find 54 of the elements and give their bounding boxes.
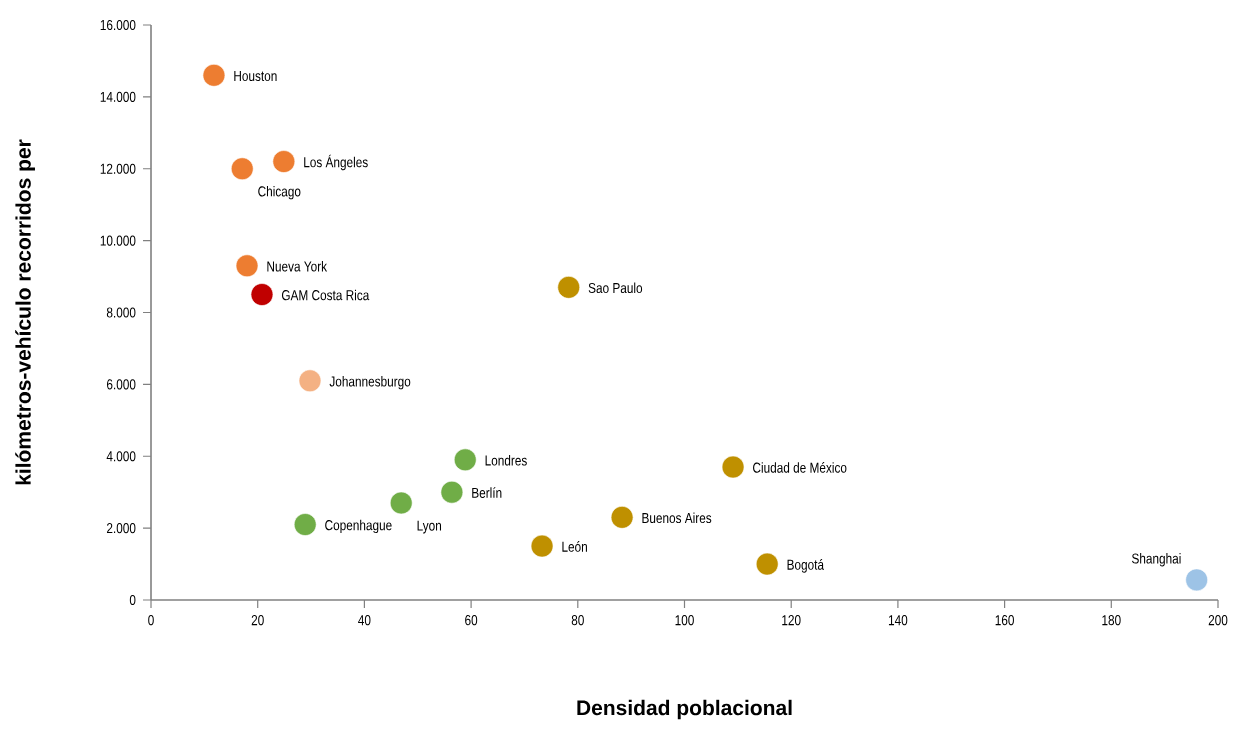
point xyxy=(557,276,581,299)
point xyxy=(453,448,477,472)
series-label: Johannesburgo xyxy=(329,375,411,390)
series-label: Bogotá xyxy=(787,559,824,573)
series-label: León xyxy=(562,541,587,552)
series-label: Houston xyxy=(234,71,277,82)
point xyxy=(230,157,254,181)
y-tick-label: 10.000 xyxy=(100,235,136,246)
y-tick-label: 4.000 xyxy=(106,451,136,462)
x-tick-label: 200 xyxy=(1208,615,1228,626)
y-axis-title: kilómetros-vehículo recorridos per xyxy=(15,139,35,485)
x-tick-label: 0 xyxy=(148,615,154,626)
point xyxy=(721,455,745,479)
y-tick-label: 8.000 xyxy=(106,307,136,318)
x-tick-label: 120 xyxy=(782,615,801,626)
point xyxy=(389,491,413,515)
x-tick-label: 60 xyxy=(465,615,478,626)
x-tick-label: 140 xyxy=(888,615,908,626)
series-label: Buenos Aires xyxy=(642,512,712,524)
series-label: Ciudad de México xyxy=(753,462,847,473)
x-tick-label: 100 xyxy=(675,615,694,626)
series-label: Los Ángeles xyxy=(304,154,368,171)
point xyxy=(202,64,226,87)
x-tick-label: 20 xyxy=(251,615,264,626)
x-tick-label: 80 xyxy=(571,615,584,626)
series-label: Lyon xyxy=(417,520,442,534)
y-tick-label: 16.000 xyxy=(100,19,136,31)
point xyxy=(250,283,274,306)
x-tick-label: 40 xyxy=(358,615,371,626)
series-label: Copenhague xyxy=(325,519,392,534)
series-label: Shanghai xyxy=(1131,553,1181,567)
series-label: Chicago xyxy=(258,185,301,200)
series-label: Nueva York xyxy=(267,260,328,272)
series-label: GAM Costa Rica xyxy=(281,289,370,301)
series-label: Sao Paulo xyxy=(588,282,643,294)
point xyxy=(1185,568,1208,592)
x-axis-title: Densidad poblacional xyxy=(577,699,792,720)
point xyxy=(298,369,322,393)
y-tick-label: 12.000 xyxy=(100,163,136,174)
point xyxy=(610,506,634,529)
point xyxy=(293,513,317,536)
x-tick-label: 180 xyxy=(1102,615,1121,626)
point xyxy=(755,552,779,576)
point xyxy=(530,534,554,558)
y-tick-label: 14.000 xyxy=(100,91,136,102)
y-tick-label: 0 xyxy=(129,594,136,606)
y-tick-label: 6.000 xyxy=(106,379,136,390)
point xyxy=(235,254,259,278)
point xyxy=(272,150,296,173)
x-tick-label: 160 xyxy=(995,615,1014,626)
y-tick-label: 2.000 xyxy=(106,523,136,534)
series-label: Londres xyxy=(485,455,527,466)
series-label: Berlín xyxy=(472,487,502,498)
point xyxy=(440,480,464,504)
